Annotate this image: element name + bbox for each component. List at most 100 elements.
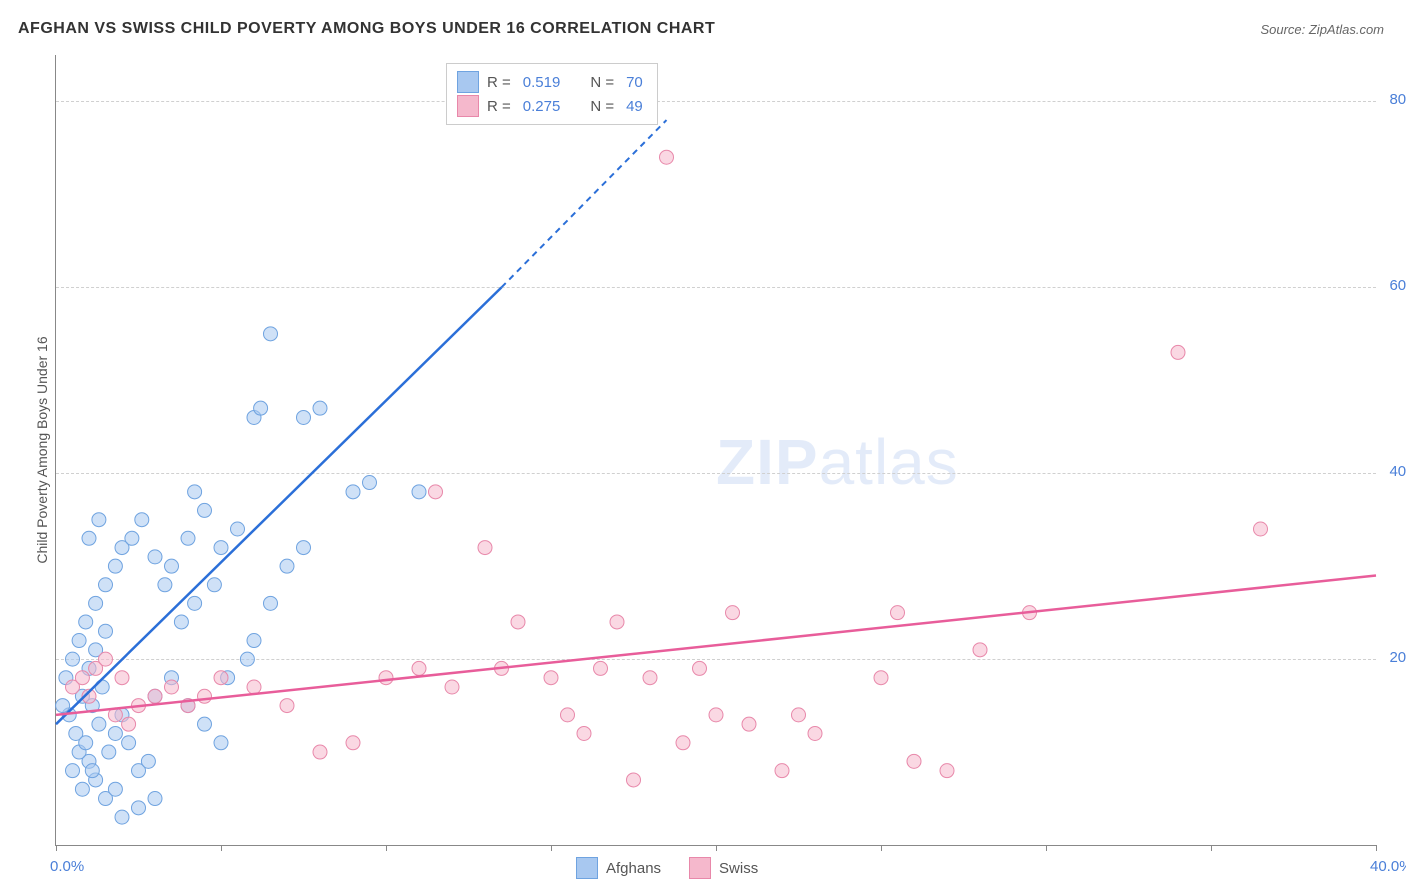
- plot-area: Child Poverty Among Boys Under 16 ZIPatl…: [55, 55, 1376, 846]
- data-point: [99, 624, 113, 638]
- data-point: [511, 615, 525, 629]
- trend-line-dashed: [502, 120, 667, 287]
- data-point: [412, 485, 426, 499]
- data-point: [115, 671, 129, 685]
- data-point: [214, 736, 228, 750]
- data-point: [940, 764, 954, 778]
- data-point: [313, 745, 327, 759]
- source-attribution: Source: ZipAtlas.com: [1260, 22, 1384, 37]
- data-point: [412, 661, 426, 675]
- x-tick: [881, 845, 882, 851]
- data-point: [92, 513, 106, 527]
- series-legend-label: Swiss: [719, 860, 758, 877]
- data-point: [429, 485, 443, 499]
- data-point: [92, 717, 106, 731]
- data-point: [363, 476, 377, 490]
- x-tick: [1046, 845, 1047, 851]
- correlation-legend: R =0.519N =70R =0.275N =49: [446, 63, 658, 125]
- data-point: [72, 634, 86, 648]
- data-point: [85, 764, 99, 778]
- data-point: [561, 708, 575, 722]
- data-point: [445, 680, 459, 694]
- data-point: [132, 801, 146, 815]
- data-point: [108, 559, 122, 573]
- data-point: [891, 606, 905, 620]
- data-point: [594, 661, 608, 675]
- data-point: [214, 541, 228, 555]
- data-point: [247, 634, 261, 648]
- data-point: [122, 736, 136, 750]
- data-point: [775, 764, 789, 778]
- data-point: [165, 680, 179, 694]
- data-point: [874, 671, 888, 685]
- data-point: [135, 513, 149, 527]
- legend-row: R =0.275N =49: [457, 94, 647, 118]
- legend-r-label: R =: [487, 74, 511, 91]
- data-point: [297, 410, 311, 424]
- legend-n-value: 70: [626, 74, 643, 91]
- data-point: [627, 773, 641, 787]
- chart-title: AFGHAN VS SWISS CHILD POVERTY AMONG BOYS…: [18, 20, 715, 38]
- data-point: [188, 485, 202, 499]
- data-point: [1171, 345, 1185, 359]
- legend-r-value: 0.275: [523, 98, 561, 115]
- data-point: [726, 606, 740, 620]
- series-legend-label: Afghans: [606, 860, 661, 877]
- data-point: [99, 578, 113, 592]
- data-point: [102, 745, 116, 759]
- data-point: [188, 596, 202, 610]
- data-point: [148, 792, 162, 806]
- data-point: [148, 689, 162, 703]
- data-point: [125, 531, 139, 545]
- data-point: [231, 522, 245, 536]
- y-axis-label: Child Poverty Among Boys Under 16: [34, 336, 50, 563]
- data-point: [693, 661, 707, 675]
- data-point: [346, 736, 360, 750]
- x-tick: [1211, 845, 1212, 851]
- data-point: [264, 327, 278, 341]
- data-point: [122, 717, 136, 731]
- data-point: [610, 615, 624, 629]
- x-tick: [386, 845, 387, 851]
- data-point: [66, 652, 80, 666]
- data-point: [577, 726, 591, 740]
- data-point: [56, 699, 70, 713]
- legend-n-label: N =: [590, 98, 614, 115]
- data-point: [214, 671, 228, 685]
- data-point: [115, 810, 129, 824]
- data-point: [207, 578, 221, 592]
- series-legend-item: Swiss: [689, 857, 758, 879]
- x-tick: [221, 845, 222, 851]
- legend-swatch: [689, 857, 711, 879]
- legend-r-label: R =: [487, 98, 511, 115]
- scatter-svg: [56, 55, 1376, 845]
- legend-swatch: [457, 71, 479, 93]
- data-point: [79, 736, 93, 750]
- x-tick: [56, 845, 57, 851]
- x-tick: [716, 845, 717, 851]
- data-point: [66, 764, 80, 778]
- trend-line: [56, 287, 502, 724]
- x-tick: [551, 845, 552, 851]
- data-point: [108, 726, 122, 740]
- data-point: [254, 401, 268, 415]
- series-legend: Afghans Swiss: [576, 857, 758, 879]
- x-tick-label: 0.0%: [50, 858, 84, 875]
- data-point: [75, 782, 89, 796]
- data-point: [808, 726, 822, 740]
- y-tick-label: 80.0%: [1389, 91, 1406, 108]
- data-point: [165, 559, 179, 573]
- data-point: [99, 652, 113, 666]
- data-point: [198, 689, 212, 703]
- data-point: [709, 708, 723, 722]
- data-point: [240, 652, 254, 666]
- legend-row: R =0.519N =70: [457, 70, 647, 94]
- data-point: [264, 596, 278, 610]
- data-point: [478, 541, 492, 555]
- data-point: [280, 699, 294, 713]
- data-point: [907, 754, 921, 768]
- data-point: [313, 401, 327, 415]
- data-point: [1254, 522, 1268, 536]
- y-tick-label: 20.0%: [1389, 649, 1406, 666]
- data-point: [544, 671, 558, 685]
